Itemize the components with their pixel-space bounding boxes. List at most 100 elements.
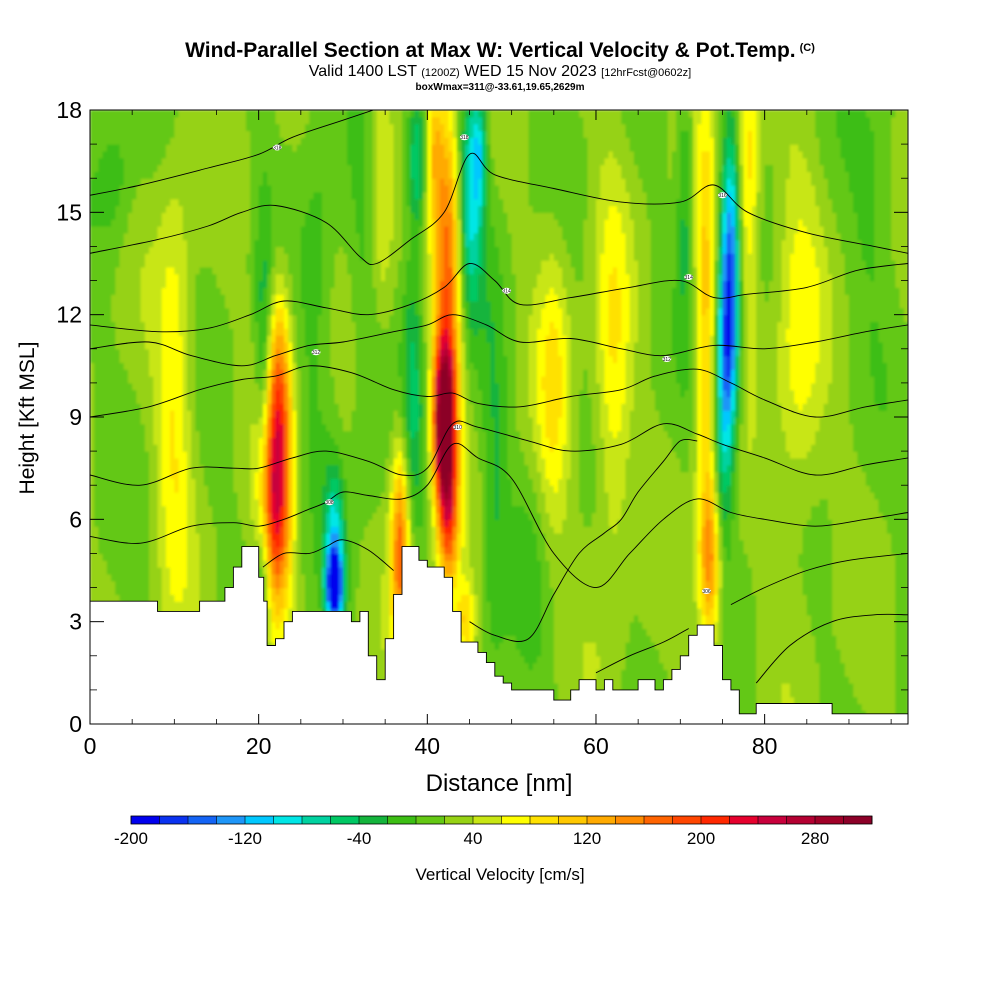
velocity-cell (524, 648, 530, 657)
velocity-cell (773, 608, 778, 616)
velocity-cell (671, 648, 677, 657)
velocity-cell (659, 628, 665, 636)
velocity-cell (773, 683, 778, 691)
velocity-cell (191, 594, 197, 602)
velocity-cell (595, 587, 601, 595)
velocity-cell (811, 689, 816, 698)
velocity-cell (848, 662, 854, 671)
velocity-cell (520, 553, 525, 561)
velocity-cell (507, 662, 513, 671)
velocity-cell (566, 546, 572, 555)
velocity-cell (608, 587, 614, 595)
velocity-cell (570, 594, 576, 602)
velocity-cell (680, 614, 686, 623)
velocity-cell (633, 669, 639, 677)
velocity-cell (604, 601, 610, 609)
velocity-cell (680, 567, 686, 575)
velocity-cell (836, 635, 842, 643)
velocity-cell (511, 580, 517, 589)
velocity-cell (865, 676, 871, 684)
velocity-cell (283, 573, 289, 582)
velocity-cell (747, 601, 753, 609)
velocity-cell (650, 594, 656, 602)
velocity-cell (574, 676, 580, 684)
velocity-cell (452, 594, 458, 602)
velocity-cell (617, 560, 622, 568)
velocity-cell (739, 621, 745, 630)
velocity-cell (562, 669, 568, 677)
velocity-cell (756, 601, 762, 609)
velocity-cell (191, 573, 197, 582)
velocity-cell (195, 546, 201, 555)
velocity-cell (667, 614, 673, 623)
velocity-cell (566, 628, 572, 636)
velocity-cell (469, 601, 475, 609)
velocity-cell (735, 642, 740, 650)
velocity-cell (524, 662, 530, 671)
velocity-cell (123, 567, 129, 575)
velocity-cell (515, 628, 521, 636)
velocity-cell (579, 608, 584, 616)
velocity-cell (132, 553, 137, 561)
velocity-cell (629, 573, 635, 582)
velocity-cell (144, 587, 150, 595)
velocity-cell (473, 580, 479, 589)
velocity-cell (806, 601, 812, 609)
velocity-cell (182, 567, 188, 575)
velocity-cell (676, 621, 681, 630)
velocity-cell (903, 594, 908, 602)
velocity-cell (553, 601, 559, 609)
velocity-cell (477, 642, 483, 650)
velocity-cell (650, 628, 656, 636)
velocity-cell (524, 642, 530, 650)
velocity-cell (326, 594, 331, 602)
velocity-cell (621, 669, 627, 677)
velocity-cell (844, 683, 850, 691)
velocity-cell (220, 553, 226, 561)
velocity-cell (271, 608, 277, 616)
velocity-cell (570, 655, 576, 664)
velocity-cell (870, 669, 875, 677)
velocity-cell (482, 621, 487, 630)
velocity-cell (178, 587, 184, 595)
velocity-cell (836, 580, 842, 589)
velocity-cell (520, 546, 525, 555)
velocity-cell (676, 628, 681, 636)
velocity-cell (705, 580, 711, 589)
velocity-cell (136, 580, 142, 589)
velocity-cell (773, 648, 778, 657)
velocity-cell (815, 573, 821, 582)
velocity-cell (886, 601, 892, 609)
velocity-cell (739, 669, 745, 677)
velocity-cell (165, 560, 171, 568)
velocity-cell (848, 614, 854, 623)
velocity-cell (815, 560, 821, 568)
velocity-cell (638, 567, 643, 575)
velocity-cell (524, 601, 530, 609)
velocity-cell (380, 553, 386, 561)
velocity-cell (848, 594, 854, 602)
velocity-cell (789, 560, 795, 568)
velocity-cell (781, 594, 787, 602)
velocity-cell (587, 621, 593, 630)
velocity-cell (342, 560, 348, 568)
velocity-cell (714, 621, 719, 630)
velocity-cell (600, 655, 606, 664)
velocity-cell (844, 648, 850, 657)
velocity-cell (380, 567, 386, 575)
velocity-cell (520, 655, 525, 664)
velocity-cell (882, 614, 888, 623)
velocity-cell (549, 628, 555, 636)
velocity-cell (224, 567, 230, 575)
velocity-cell (832, 580, 837, 589)
velocity-cell (385, 573, 390, 582)
velocity-cell (633, 621, 639, 630)
velocity-cell (638, 621, 643, 630)
velocity-cell (701, 614, 707, 623)
velocity-cell (313, 594, 319, 602)
velocity-cell (562, 642, 568, 650)
velocity-cell (886, 655, 892, 664)
velocity-cell (815, 669, 821, 677)
velocity-cell (650, 635, 656, 643)
velocity-cell (258, 567, 264, 575)
